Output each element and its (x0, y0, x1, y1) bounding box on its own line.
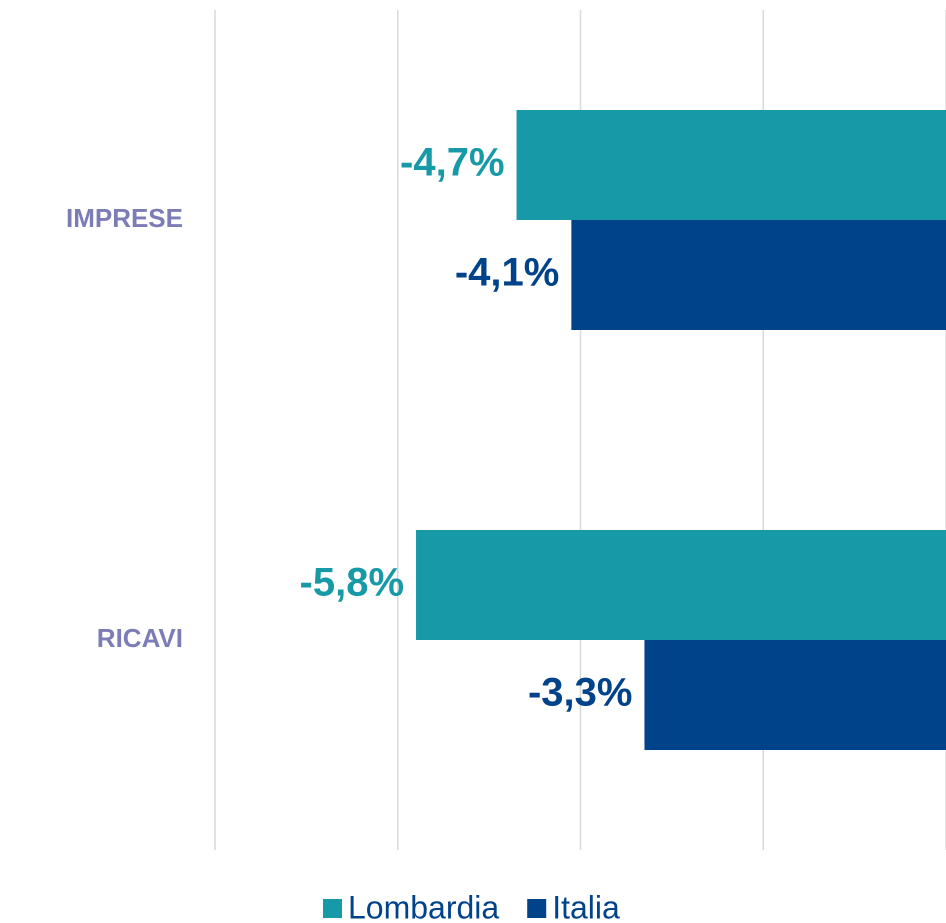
data-label: -5,8% (300, 561, 405, 605)
legend-label: Italia (552, 889, 620, 923)
bar (571, 220, 946, 330)
bar (516, 110, 946, 220)
bar (644, 640, 946, 750)
data-label: -4,7% (400, 141, 505, 185)
legend-swatch (527, 899, 547, 918)
data-label: -4,1% (455, 251, 560, 295)
legend-label: Lombardia (348, 889, 499, 923)
category-label: RICAVI (97, 623, 183, 653)
data-label: -3,3% (528, 671, 633, 715)
category-label: IMPRESE (66, 203, 183, 233)
bar (416, 530, 946, 640)
legend-swatch (323, 899, 342, 918)
